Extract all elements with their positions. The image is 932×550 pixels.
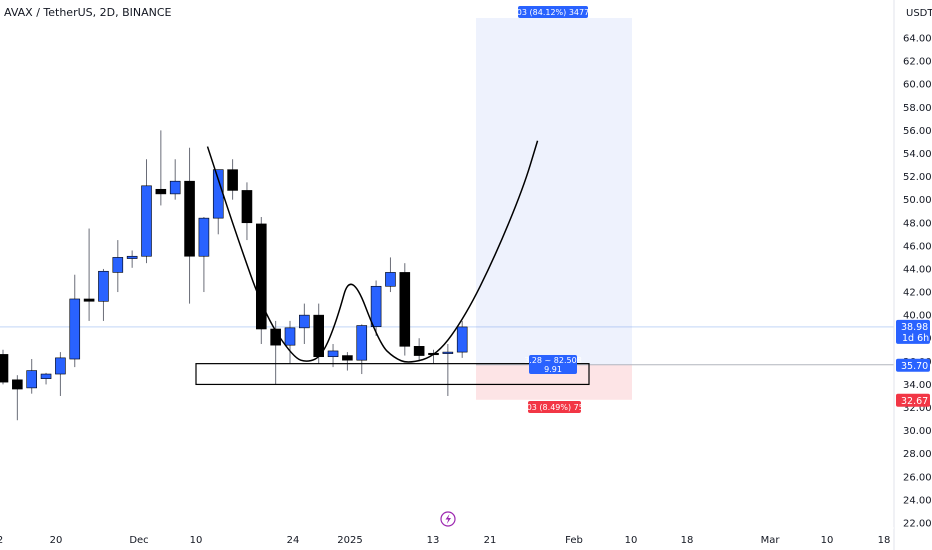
candle [399,263,411,356]
price-tick-label: 54.00 [903,149,932,160]
stop-label-bg [528,401,581,413]
stop-label: 3.03 (8.49%) 750 [519,401,589,413]
demand-zone-rect[interactable] [195,363,590,386]
candle [112,240,124,293]
candle [12,375,23,421]
price-tick-label: 46.00 [903,241,932,252]
current-price-tag: 38.98 1d 6h [896,319,930,344]
candle [155,130,167,206]
candle [385,257,396,293]
price-tick-label: 30.00 [903,426,932,437]
candle [356,324,368,375]
candle [241,182,253,241]
candle [284,320,296,364]
price-tick-label: 52.00 [903,172,932,183]
candle [98,268,109,321]
position-tool[interactable] [476,18,894,400]
time-tick-label: 10 [190,535,203,546]
candle [169,159,181,200]
time-tick-label: 18 [878,535,891,546]
price-ticks: 64.00 62.00 60.00 58.00 56.00 54.00 52.00 50.00… [903,34,932,530]
price-tick-label: 26.00 [903,472,932,483]
price-axis[interactable]: USDT 64.00 62.00 60.00 58.00 56.00 54.00 52.00… [893,0,932,550]
candle [413,338,425,362]
time-tick-label: 10 [821,535,834,546]
time-tick-label: 2 [0,535,3,546]
price-tick-label: 44.00 [903,264,932,275]
time-tick-label: 20 [50,535,63,546]
price-tick-label: 42.00 [903,288,932,299]
time-tick-label: Mar [761,535,781,546]
entry-price-tag: 35.70 [896,358,930,372]
middle-label-line1: 3.28 ~ 82.508 [524,356,582,365]
entry-price-value: 35.70 [901,361,928,372]
candle [126,250,138,268]
stop-price-tag-bg [896,393,930,407]
target-label-text: 30.03 (84.12%) 3477.72 [504,8,602,17]
current-price-tag-bg [896,319,930,344]
price-tick-label: 40.00 [903,311,932,322]
candle [26,359,38,394]
time-tick-label: 21 [484,535,497,546]
candle [456,320,468,358]
price-tick-label: 28.00 [903,449,932,460]
price-tick-label: 34.00 [903,380,932,391]
time-tick-label: 24 [287,535,300,546]
price-tick-label: 56.00 [903,126,932,137]
price-tick-label: 64.00 [903,34,932,45]
stop-price-tag: 32.67 [896,393,930,407]
time-tick-label: 2025 [337,535,362,546]
candles-layer [0,130,468,421]
middle-label-line2: 9.91 [544,365,562,374]
current-price-value: 38.98 [901,322,928,333]
price-tick-label: 50.00 [903,195,932,206]
target-zone [476,18,632,365]
candle [227,159,238,200]
candle [69,274,81,368]
candle [342,352,353,371]
price-tick-label: 60.00 [903,80,932,91]
time-tick-label: 10 [625,535,638,546]
target-label-bg [518,6,588,18]
time-tick-label: Dec [129,535,148,546]
candle [0,349,9,385]
candle [198,216,210,293]
candle [83,228,95,321]
price-tick-label: 58.00 [903,103,932,114]
price-tick-label: 24.00 [903,495,932,506]
middle-label: 3.28 ~ 82.508 9.91 [524,355,582,374]
countdown-value: 1d 6h [902,333,929,344]
candle [141,159,152,264]
candle [184,147,195,304]
chart-title: AVAX / TetherUS, 2D, BINANCE [4,6,172,19]
candle [55,352,66,396]
time-tick-label: 18 [681,535,694,546]
time-axis[interactable]: 2 20 Dec 10 24 2025 13 21 Feb 10 18 Mar 10 18 [0,527,894,546]
candle [255,216,267,345]
candle [313,303,325,364]
entry-price-tag-bg [896,358,930,372]
time-tick-label: Feb [565,535,583,546]
price-tick-label: 48.00 [903,218,932,229]
stop-price-value: 32.67 [901,396,928,407]
target-label: 30.03 (84.12%) 3477.72 [504,6,602,18]
candle [299,303,310,345]
cup-curve-drawing[interactable] [206,140,539,363]
candle [370,280,382,336]
stop-label-text: 3.03 (8.49%) 750 [519,403,589,412]
price-tick-label: 62.00 [903,57,932,68]
price-tick-label: 32.00 [903,403,932,414]
time-tick-label: 13 [427,535,440,546]
tradingview-lightning-icon[interactable] [440,511,456,527]
candle [442,344,454,396]
price-tick-label: 22.00 [903,519,932,530]
currency-label: USDT [906,8,932,19]
candle [40,372,52,385]
middle-label-bg [529,355,577,374]
